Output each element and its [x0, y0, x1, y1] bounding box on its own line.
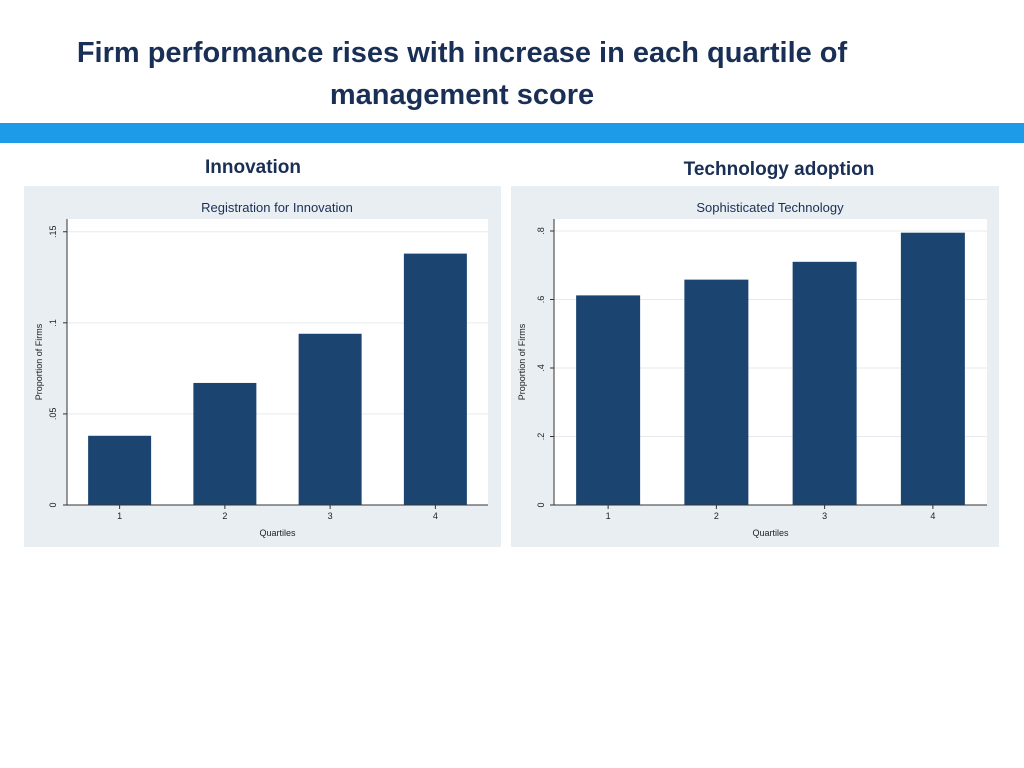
- chart-1-xtick-label: 3: [822, 511, 827, 521]
- chart-1-xtick-label: 2: [714, 511, 719, 521]
- chart-0-bar-3: [298, 333, 362, 505]
- technology-chart-frame: Sophisticated Technology 0 .2 .4 .6 .8 1 2 3 4 Qua…: [511, 186, 999, 547]
- chart-1-y-axis-label: Proportion of Firms: [517, 323, 527, 400]
- chart-1-xtick-label: 4: [930, 511, 935, 521]
- chart-0-ytick-label: .1: [48, 319, 58, 327]
- chart-1-xtick-label: 1: [606, 511, 611, 521]
- chart-0-x-axis-label: Quartiles: [259, 528, 296, 538]
- chart-1-title: Sophisticated Technology: [696, 200, 844, 215]
- slide-title-line-1: Firm performance rises with increase in …: [76, 37, 848, 69]
- chart-1-bar-2: [684, 279, 749, 505]
- chart-0-xtick-label: 1: [117, 511, 122, 521]
- chart-1-bar-4: [900, 232, 965, 505]
- chart-1-ytick-label: .4: [536, 364, 546, 372]
- chart-0-xtick-label: 3: [328, 511, 333, 521]
- chart-0-bar-4: [403, 253, 467, 505]
- chart-1-x-axis-label: Quartiles: [752, 528, 789, 538]
- technology-chart: Sophisticated Technology 0 .2 .4 .6 .8 1 2 3 4 Qua…: [517, 200, 987, 538]
- chart-0-xtick-label: 2: [222, 511, 227, 521]
- chart-0-xtick-label: 4: [433, 511, 438, 521]
- slide-title-line-2: management score: [329, 79, 595, 111]
- chart-1-ytick-label: .6: [536, 296, 546, 304]
- chart-0-bar-2: [193, 382, 257, 505]
- chart-1-ytick-label: .8: [536, 227, 546, 235]
- technology-adoption-heading: Technology adoption: [683, 159, 875, 180]
- accent-bar: [0, 123, 1024, 143]
- chart-1-ytick-label: .2: [536, 433, 546, 441]
- innovation-chart: Registration for Innovation 0 .05 .1 .15 1 2 3 4…: [34, 200, 488, 538]
- chart-0-title: Registration for Innovation: [201, 200, 353, 215]
- chart-0-ytick-label: .05: [48, 408, 58, 421]
- chart-0-bar-1: [88, 435, 152, 505]
- chart-0-ytick-label: 0: [48, 502, 58, 507]
- slide-title: Firm performance rises with increase in …: [40, 32, 884, 116]
- chart-0-ytick-label: .15: [48, 225, 58, 238]
- chart-1-bar-3: [792, 261, 857, 505]
- innovation-chart-frame: Registration for Innovation 0 .05 .1 .15 1 2 3 4…: [24, 186, 501, 547]
- chart-1-bar-1: [576, 295, 641, 505]
- chart-0-y-axis-label: Proportion of Firms: [34, 323, 44, 400]
- innovation-heading: Innovation: [204, 157, 302, 178]
- chart-1-ytick-label: 0: [536, 502, 546, 507]
